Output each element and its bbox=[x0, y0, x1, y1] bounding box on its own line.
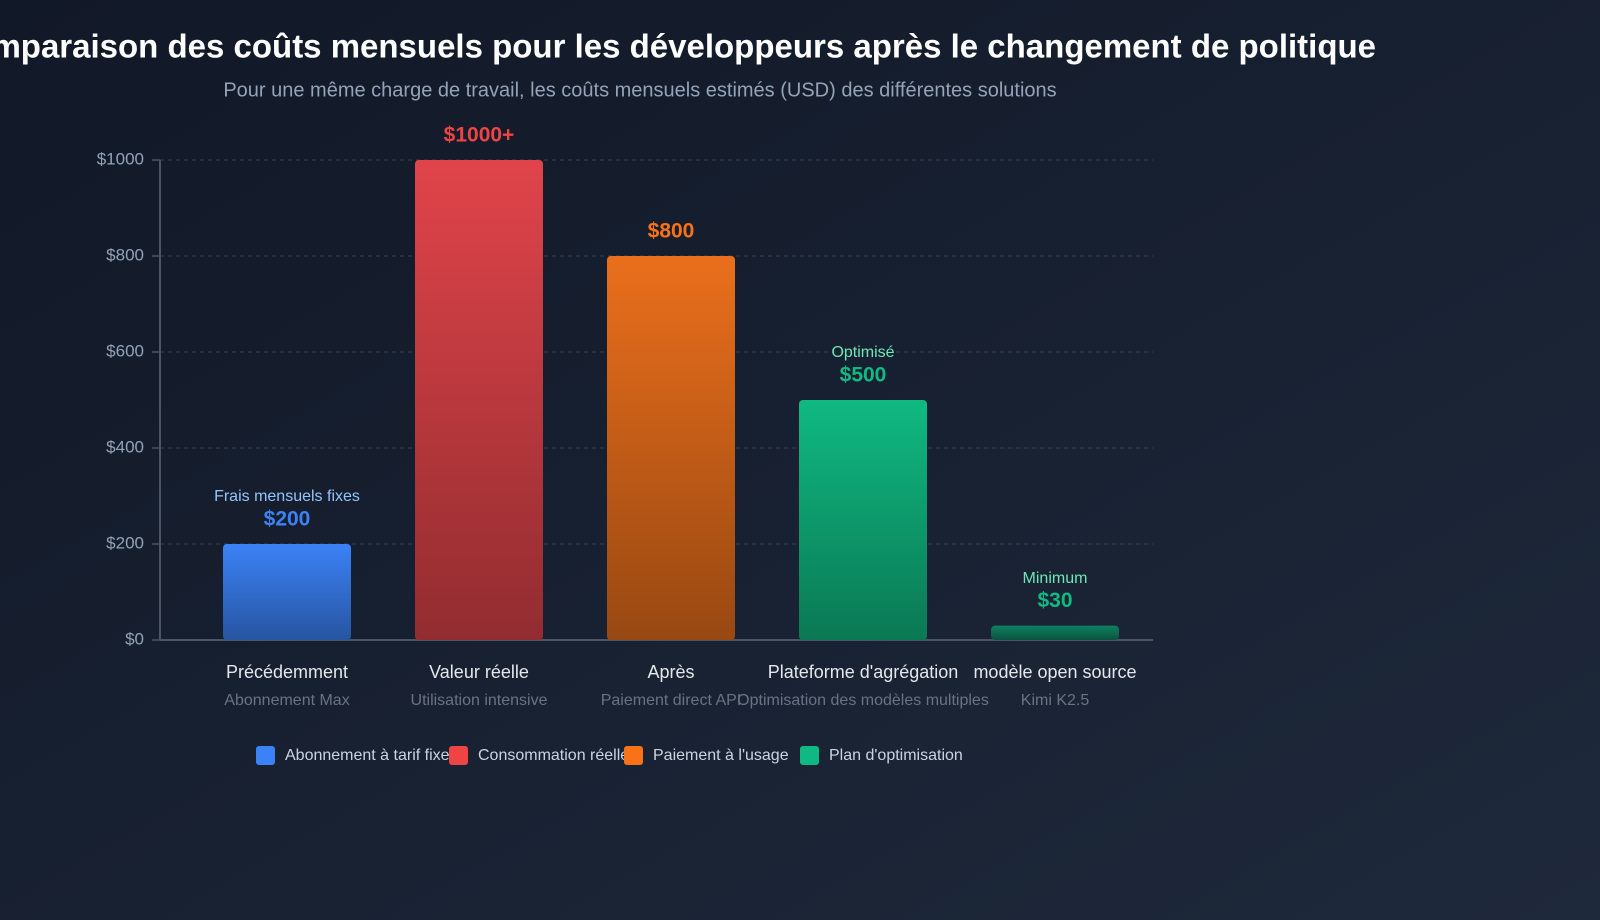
value-label: $200 bbox=[264, 508, 311, 531]
x-tick-sublabel: Kimi K2.5 bbox=[1021, 692, 1090, 709]
x-tick-sublabel: Utilisation intensive bbox=[411, 692, 548, 709]
y-tick-label: $0 bbox=[125, 629, 144, 648]
x-tick-label: Précédemment bbox=[226, 662, 348, 682]
bar-shade bbox=[991, 625, 1119, 640]
bar-shade bbox=[607, 256, 735, 640]
legend-swatch bbox=[800, 746, 819, 765]
legend-label: Consommation réelle bbox=[478, 747, 629, 764]
legend-swatch bbox=[624, 746, 643, 765]
annotation: Frais mensuels fixes bbox=[214, 488, 360, 505]
y-tick-label: $800 bbox=[106, 245, 144, 264]
value-label: $500 bbox=[840, 364, 887, 387]
chart-subtitle: Pour une même charge de travail, les coû… bbox=[223, 79, 1056, 101]
y-tick-label: $400 bbox=[106, 437, 144, 456]
x-tick-sublabel: Optimisation des modèles multiples bbox=[737, 692, 989, 709]
legend-label: Paiement à l'usage bbox=[653, 747, 789, 764]
x-tick-label: modèle open source bbox=[973, 662, 1136, 682]
x-tick-sublabel: Paiement direct API bbox=[601, 692, 742, 709]
bar-shade bbox=[799, 400, 927, 640]
x-tick-label: Plateforme d'agrégation bbox=[768, 662, 959, 682]
legend-label: Plan d'optimisation bbox=[829, 747, 963, 764]
y-tick-label: $200 bbox=[106, 533, 144, 552]
value-label: $1000+ bbox=[444, 124, 515, 147]
x-tick-sublabel: Abonnement Max bbox=[224, 692, 349, 709]
y-tick-label: $1000 bbox=[97, 149, 144, 168]
value-label: $30 bbox=[1037, 589, 1072, 612]
legend-swatch bbox=[449, 746, 468, 765]
legend-swatch bbox=[256, 746, 275, 765]
bar-shade bbox=[223, 544, 351, 640]
bar-shade bbox=[415, 160, 543, 640]
x-tick-label: Valeur réelle bbox=[429, 662, 529, 682]
annotation: Minimum bbox=[1023, 570, 1088, 587]
x-tick-label: Après bbox=[647, 662, 694, 682]
chart-title: Comparaison des coûts mensuels pour les … bbox=[0, 28, 1376, 65]
legend-label: Abonnement à tarif fixe bbox=[285, 747, 450, 764]
annotation: Optimisé bbox=[831, 344, 894, 361]
value-label: $800 bbox=[648, 220, 695, 243]
y-tick-label: $600 bbox=[106, 341, 144, 360]
